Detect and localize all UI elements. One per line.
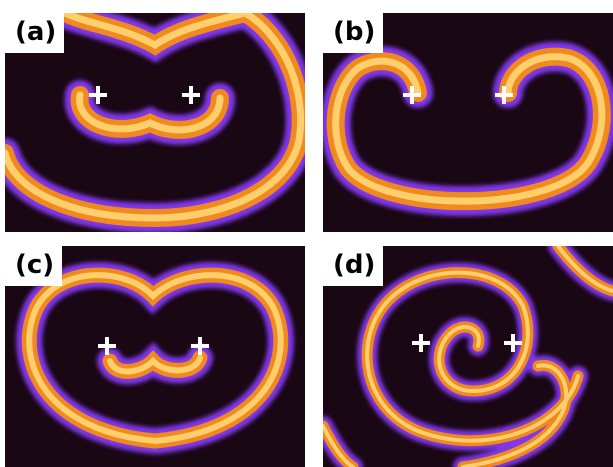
panel-a-image bbox=[5, 13, 305, 232]
panel-c: (c) bbox=[5, 246, 305, 467]
panel-a: (a) bbox=[5, 13, 305, 232]
plus-icon bbox=[494, 85, 514, 105]
plus-icon bbox=[190, 336, 210, 356]
plus-icon bbox=[97, 336, 117, 356]
panel-b-image bbox=[323, 13, 613, 232]
plus-icon bbox=[503, 333, 523, 353]
panel-c-label: (c) bbox=[5, 246, 63, 286]
plus-icon bbox=[402, 85, 422, 105]
panel-c-image bbox=[5, 246, 305, 467]
plus-icon bbox=[411, 333, 431, 353]
panel-b-label: (b) bbox=[323, 13, 384, 53]
panel-d-label: (d) bbox=[323, 246, 384, 286]
plus-icon bbox=[181, 85, 201, 105]
plus-icon bbox=[88, 85, 108, 105]
panel-a-label: (a) bbox=[5, 13, 65, 53]
panel-d: (d) bbox=[323, 246, 613, 467]
panel-b: (b) bbox=[323, 13, 613, 232]
